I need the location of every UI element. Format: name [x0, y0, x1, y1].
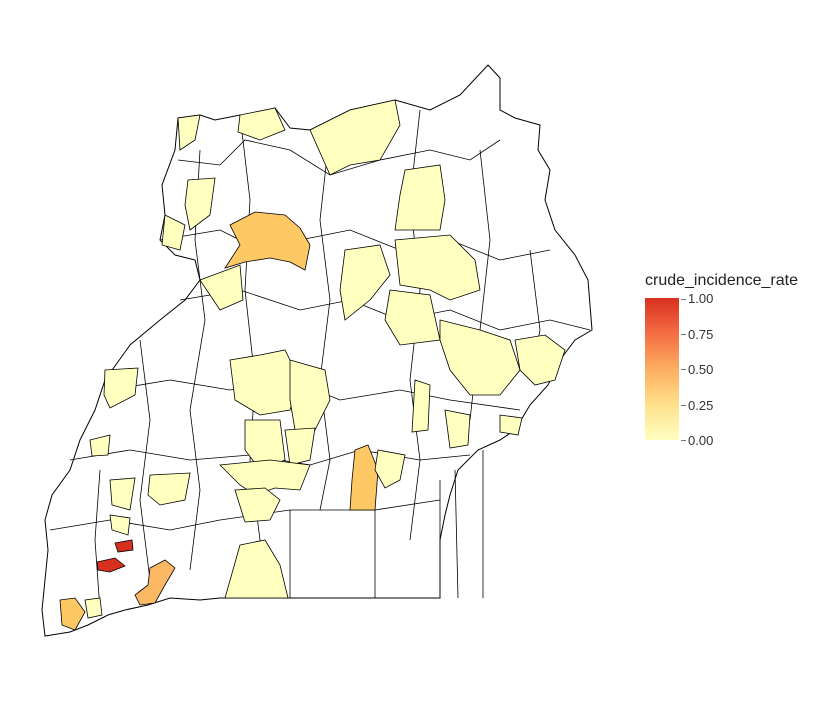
legend-tick-label: 0.75 — [688, 327, 714, 342]
legend-tick — [681, 405, 686, 406]
legend-colorbar — [645, 298, 679, 440]
district-0.45-a — [134, 559, 176, 606]
legend-tick-label: 1.00 — [688, 291, 714, 306]
legend-tick — [681, 334, 686, 335]
legend-tick — [681, 369, 686, 370]
district-1.00-b — [96, 557, 126, 573]
legend-tick — [681, 440, 686, 441]
legend-tick-label: 0.00 — [688, 433, 714, 448]
legend-tick — [681, 299, 686, 300]
shaded-districts — [59, 99, 566, 631]
legend-tick-label: 0.50 — [688, 362, 714, 377]
district-1.00-a — [114, 539, 134, 553]
district-borders — [49, 109, 591, 611]
district-0.40-b — [59, 597, 86, 631]
legend-tick-label: 0.25 — [688, 398, 714, 413]
district-0.40-c — [349, 444, 379, 511]
legend-title: crude_incidence_rate — [645, 272, 798, 289]
district-0.40 — [224, 211, 311, 271]
